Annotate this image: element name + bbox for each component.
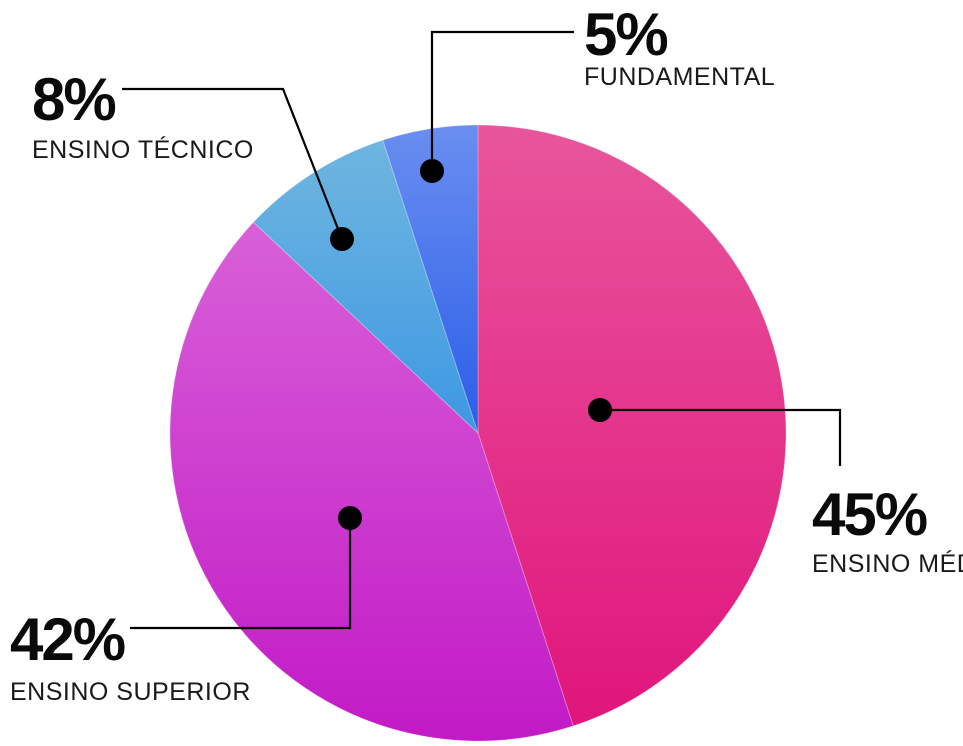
slice-value-label-ensino-superior: 42%	[10, 606, 125, 673]
leader-line-ensino-medio	[600, 408, 842, 466]
slice-value-label-ensino-medio: 45%	[812, 481, 927, 548]
slices-layer	[169, 124, 787, 742]
pie-slice-ensino-tecnico	[252, 139, 479, 434]
slice-category-label-ensino-superior: ENSINO SUPERIOR	[10, 678, 251, 706]
leader-dot-ensino-medio	[588, 398, 612, 422]
leader-dot-ensino-superior	[338, 506, 362, 530]
slice-category-label-ensino-medio: ENSINO MÉDIO	[812, 549, 963, 578]
slice-category-label-fundamental: FUNDAMENTAL	[584, 63, 775, 91]
leader-dot-fundamental	[420, 159, 444, 183]
slice-category-label-ensino-tecnico: ENSINO TÉCNICO	[32, 135, 254, 164]
leaders-layer	[122, 30, 842, 630]
leader-line-ensino-tecnico	[122, 87, 344, 240]
slice-value-label-ensino-tecnico: 8%	[32, 66, 115, 133]
leader-line-fundamental	[430, 30, 574, 171]
leader-dot-ensino-tecnico	[330, 227, 354, 251]
leader-line-ensino-superior	[130, 518, 352, 630]
pie-slice-ensino-superior	[169, 221, 574, 742]
slice-value-label-fundamental: 5%	[584, 1, 667, 68]
pie-slice-ensino-medio	[477, 124, 787, 727]
pie-slice-fundamental	[382, 124, 479, 434]
